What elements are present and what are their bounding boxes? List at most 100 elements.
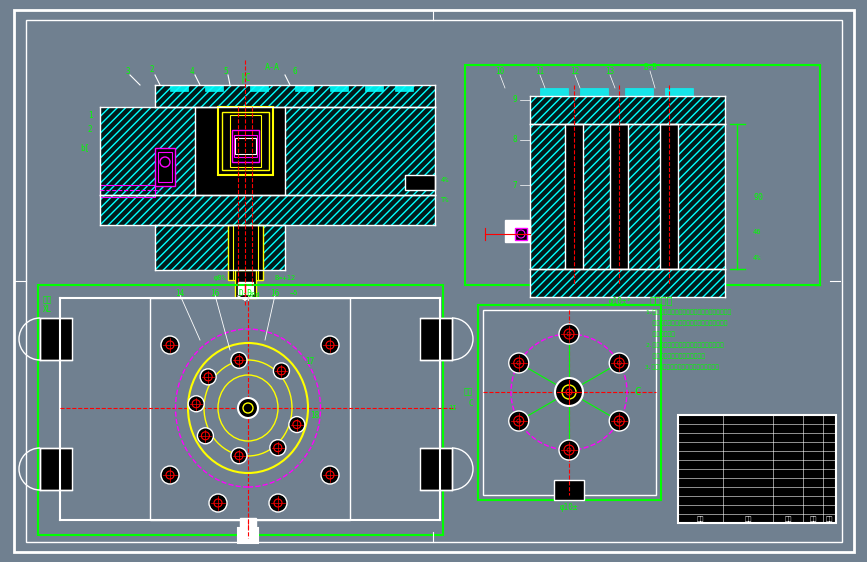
Text: 9: 9 xyxy=(512,96,518,105)
Bar xyxy=(530,124,725,269)
Circle shape xyxy=(214,499,222,507)
Circle shape xyxy=(562,385,576,399)
Text: 4: 4 xyxy=(190,67,194,76)
Text: 用内向定位．: 用内向定位． xyxy=(645,331,675,337)
Text: 推入局限尺寸尚必须严格执行．: 推入局限尺寸尚必须严格执行． xyxy=(645,353,705,359)
Text: φ10±: φ10± xyxy=(560,504,578,513)
Text: 11: 11 xyxy=(536,67,544,76)
Circle shape xyxy=(617,419,622,423)
Bar xyxy=(580,88,608,96)
Bar xyxy=(295,85,313,91)
Bar xyxy=(483,310,656,495)
Bar xyxy=(420,318,452,360)
Bar xyxy=(530,96,725,124)
Circle shape xyxy=(166,471,174,479)
Text: 8: 8 xyxy=(512,135,518,144)
Text: 2: 2 xyxy=(88,125,92,134)
Circle shape xyxy=(200,369,216,385)
Circle shape xyxy=(231,352,247,368)
Circle shape xyxy=(326,471,334,479)
Bar xyxy=(228,225,263,280)
Bar xyxy=(530,269,725,297)
Text: B=+12: B=+12 xyxy=(274,275,296,281)
Text: C: C xyxy=(468,400,473,409)
Text: 16: 16 xyxy=(211,288,219,297)
Text: 12: 12 xyxy=(570,67,580,76)
Bar xyxy=(565,124,583,269)
Text: 46: 46 xyxy=(753,229,761,235)
Bar xyxy=(420,448,452,490)
Bar xyxy=(554,480,584,500)
Bar xyxy=(100,107,195,195)
Circle shape xyxy=(277,367,285,375)
Text: 20d: 20d xyxy=(248,292,260,298)
Bar xyxy=(678,415,836,523)
Bar xyxy=(285,107,435,195)
Bar xyxy=(285,107,435,195)
Circle shape xyxy=(293,420,301,429)
Circle shape xyxy=(559,440,579,460)
Circle shape xyxy=(564,445,574,455)
Circle shape xyxy=(610,353,629,373)
Circle shape xyxy=(321,466,339,484)
Circle shape xyxy=(270,439,286,456)
Text: 面图: 面图 xyxy=(464,388,473,397)
Bar xyxy=(195,107,285,195)
Circle shape xyxy=(235,452,243,460)
Bar xyxy=(40,318,72,360)
Bar xyxy=(530,124,725,269)
Bar xyxy=(205,85,223,91)
Text: 90: 90 xyxy=(753,193,763,202)
Text: b[: b[ xyxy=(81,143,89,152)
Bar xyxy=(665,88,693,96)
Circle shape xyxy=(614,358,624,368)
Circle shape xyxy=(235,356,243,364)
Bar xyxy=(660,124,678,269)
Text: XL: XL xyxy=(42,306,52,315)
Circle shape xyxy=(166,341,174,349)
Text: 1.将工件放在定位元件上定位，工件下层面靠在进: 1.将工件放在定位元件上定位，工件下层面靠在进 xyxy=(645,309,731,315)
Text: D-D: D-D xyxy=(238,288,252,297)
Bar xyxy=(250,85,268,91)
Text: 重量: 重量 xyxy=(785,516,792,522)
Circle shape xyxy=(209,494,227,512)
Circle shape xyxy=(326,341,334,349)
Bar xyxy=(155,225,285,270)
Text: 13: 13 xyxy=(605,67,615,76)
Text: 16: 16 xyxy=(271,288,280,297)
Bar xyxy=(218,107,273,175)
Text: 1: 1 xyxy=(88,111,92,120)
Text: 2: 2 xyxy=(150,66,154,75)
Bar xyxy=(100,195,435,225)
Text: φ10±²: φ10±² xyxy=(609,297,631,306)
Text: 2.将配合天工，加工时首先检查各尺寸，然后: 2.将配合天工，加工时首先检查各尺寸，然后 xyxy=(645,342,724,348)
Bar xyxy=(100,107,195,195)
Circle shape xyxy=(204,373,212,381)
Text: φ8%: φ8% xyxy=(213,275,226,281)
Circle shape xyxy=(161,466,179,484)
Bar xyxy=(610,124,628,269)
Bar xyxy=(38,285,443,535)
Text: 材料: 材料 xyxy=(696,516,704,522)
Bar xyxy=(405,175,435,190)
Circle shape xyxy=(514,358,524,368)
Circle shape xyxy=(243,403,253,413)
Text: 14: 14 xyxy=(175,288,185,297)
Bar xyxy=(238,528,258,543)
Bar xyxy=(150,298,350,520)
Text: 3: 3 xyxy=(126,67,130,76)
Text: 4%: 4% xyxy=(440,177,449,183)
Bar xyxy=(240,518,256,530)
Bar xyxy=(155,225,285,270)
Text: C: C xyxy=(634,387,641,397)
Text: 7: 7 xyxy=(512,180,518,189)
Text: T%: T% xyxy=(440,197,449,203)
Bar xyxy=(465,65,820,285)
Circle shape xyxy=(517,361,521,365)
Text: |C: |C xyxy=(239,72,251,83)
Bar xyxy=(155,85,435,107)
Bar xyxy=(158,152,172,182)
Circle shape xyxy=(509,411,529,431)
Circle shape xyxy=(514,416,524,426)
Text: A-A: A-A xyxy=(264,64,279,72)
